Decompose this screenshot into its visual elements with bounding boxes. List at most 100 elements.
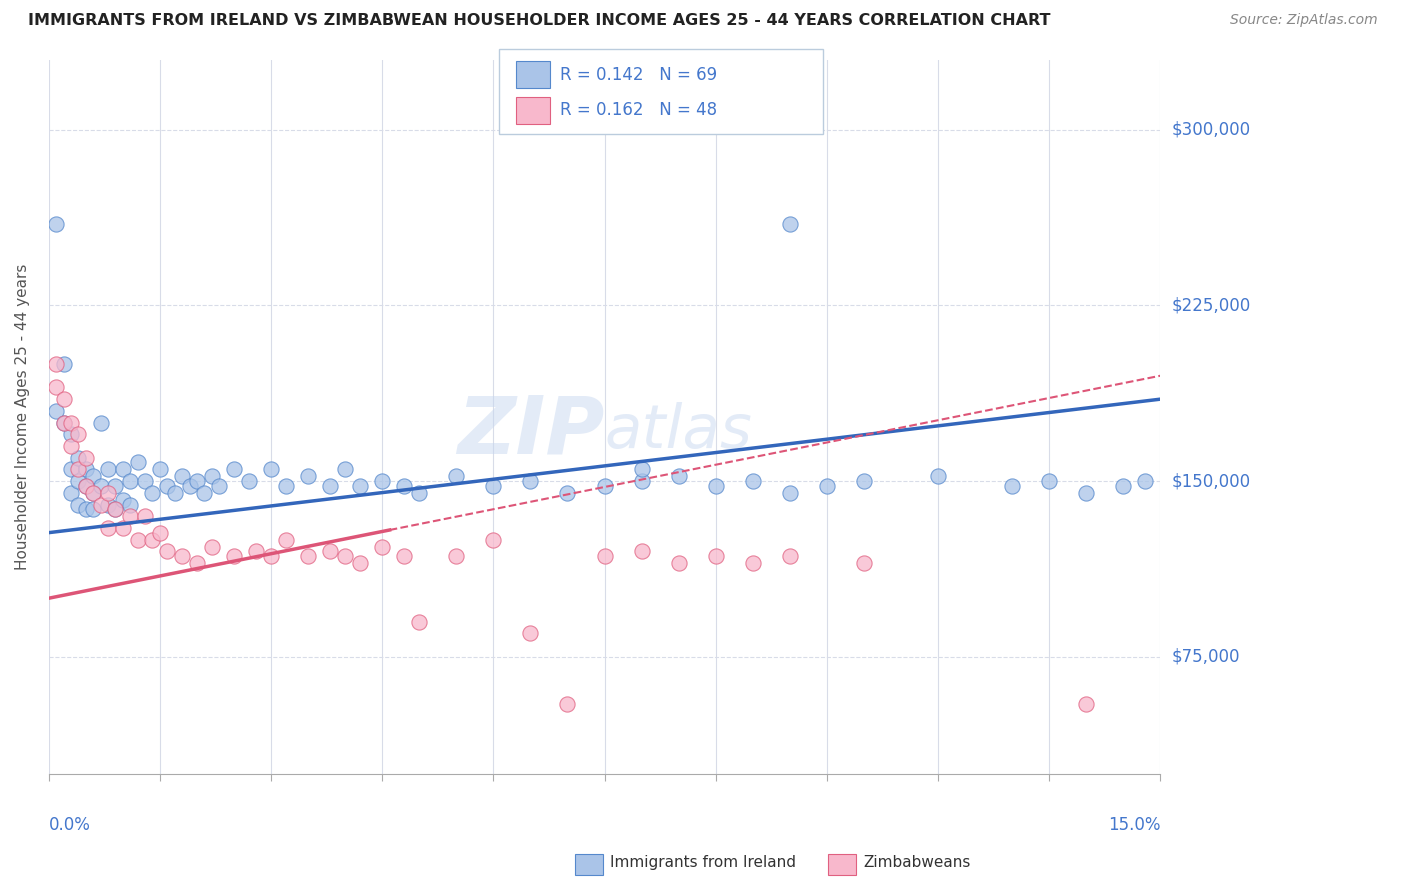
- Point: [59, 439, 82, 453]
- Text: 0.0%: 0.0%: [49, 816, 90, 834]
- Point: [519, 626, 541, 640]
- Point: [120, 474, 142, 488]
- Point: [120, 509, 142, 524]
- Point: [111, 462, 134, 476]
- Point: [1112, 479, 1135, 493]
- Point: [1076, 697, 1098, 711]
- Point: [333, 549, 356, 563]
- Point: [45, 380, 67, 394]
- Point: [59, 416, 82, 430]
- Point: [349, 479, 371, 493]
- Point: [238, 474, 260, 488]
- Point: [52, 357, 75, 371]
- Point: [222, 549, 245, 563]
- Point: [557, 486, 579, 500]
- Point: [67, 498, 90, 512]
- Text: atlas: atlas: [605, 401, 752, 460]
- Point: [815, 479, 838, 493]
- Point: [201, 540, 224, 554]
- Point: [349, 556, 371, 570]
- Point: [260, 549, 283, 563]
- Point: [779, 217, 801, 231]
- Point: [104, 479, 127, 493]
- Text: ZIP: ZIP: [457, 392, 605, 470]
- Point: [134, 509, 156, 524]
- Point: [120, 498, 142, 512]
- Text: 15.0%: 15.0%: [1108, 816, 1160, 834]
- Point: [704, 479, 727, 493]
- Point: [97, 521, 120, 535]
- Point: [75, 479, 97, 493]
- Point: [201, 469, 224, 483]
- Point: [67, 427, 90, 442]
- Point: [172, 549, 194, 563]
- Point: [446, 469, 468, 483]
- Point: [75, 479, 97, 493]
- Text: Source: ZipAtlas.com: Source: ZipAtlas.com: [1230, 13, 1378, 28]
- Point: [97, 486, 120, 500]
- Point: [1038, 474, 1060, 488]
- Point: [111, 521, 134, 535]
- Point: [193, 486, 215, 500]
- Point: [186, 556, 208, 570]
- Text: $75,000: $75,000: [1171, 648, 1240, 665]
- Point: [134, 474, 156, 488]
- Y-axis label: Householder Income Ages 25 - 44 years: Householder Income Ages 25 - 44 years: [15, 263, 30, 570]
- Text: IMMIGRANTS FROM IRELAND VS ZIMBABWEAN HOUSEHOLDER INCOME AGES 25 - 44 YEARS CORR: IMMIGRANTS FROM IRELAND VS ZIMBABWEAN HO…: [28, 13, 1050, 29]
- Point: [75, 450, 97, 465]
- Point: [82, 502, 104, 516]
- Point: [852, 556, 875, 570]
- Point: [90, 498, 112, 512]
- Point: [333, 462, 356, 476]
- Point: [149, 525, 172, 540]
- Point: [245, 544, 267, 558]
- Point: [208, 479, 231, 493]
- Point: [52, 392, 75, 406]
- Point: [156, 544, 179, 558]
- Point: [297, 469, 319, 483]
- Point: [45, 217, 67, 231]
- Point: [593, 479, 616, 493]
- Point: [741, 474, 763, 488]
- Point: [408, 486, 430, 500]
- Point: [222, 462, 245, 476]
- Point: [593, 549, 616, 563]
- Point: [127, 455, 149, 469]
- Point: [75, 462, 97, 476]
- Point: [1001, 479, 1024, 493]
- Point: [1076, 486, 1098, 500]
- Point: [127, 533, 149, 547]
- Point: [371, 474, 394, 488]
- Point: [75, 502, 97, 516]
- Point: [260, 462, 283, 476]
- Point: [852, 474, 875, 488]
- Point: [668, 556, 690, 570]
- Point: [67, 450, 90, 465]
- Point: [67, 474, 90, 488]
- Point: [557, 697, 579, 711]
- Point: [67, 462, 90, 476]
- Point: [163, 486, 186, 500]
- Point: [1135, 474, 1157, 488]
- Point: [630, 544, 652, 558]
- Point: [319, 544, 342, 558]
- Point: [59, 486, 82, 500]
- Text: Immigrants from Ireland: Immigrants from Ireland: [610, 855, 796, 870]
- Point: [630, 462, 652, 476]
- Text: R = 0.162   N = 48: R = 0.162 N = 48: [560, 102, 717, 120]
- Point: [482, 479, 505, 493]
- Point: [141, 533, 163, 547]
- Point: [141, 486, 163, 500]
- Point: [82, 486, 104, 500]
- Point: [274, 479, 297, 493]
- Point: [519, 474, 541, 488]
- Point: [156, 479, 179, 493]
- Point: [90, 479, 112, 493]
- Point: [97, 498, 120, 512]
- Point: [82, 469, 104, 483]
- Point: [779, 549, 801, 563]
- Point: [274, 533, 297, 547]
- Point: [408, 615, 430, 629]
- Point: [482, 533, 505, 547]
- Point: [927, 469, 949, 483]
